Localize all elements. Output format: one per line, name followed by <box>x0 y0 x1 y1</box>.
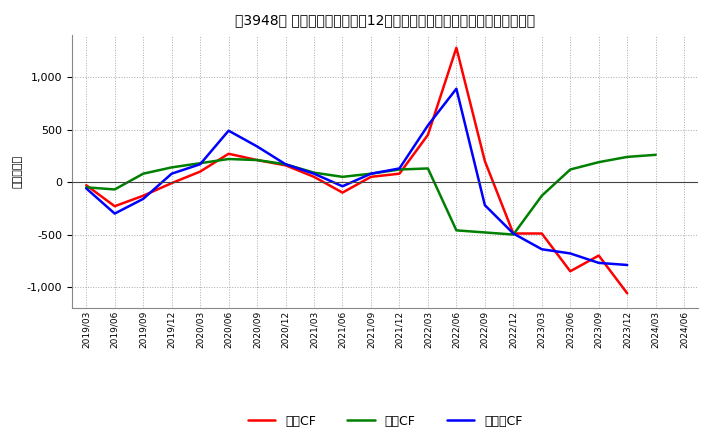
フリーCF <box>595 260 603 265</box>
フリーCF <box>110 211 119 216</box>
営業CF <box>395 171 404 176</box>
営業CF <box>110 204 119 209</box>
フリーCF <box>82 186 91 191</box>
Line: 投資CF: 投資CF <box>86 155 656 235</box>
投資CF <box>623 154 631 160</box>
フリーCF <box>623 262 631 268</box>
投資CF <box>509 232 518 237</box>
営業CF <box>225 151 233 156</box>
投資CF <box>253 158 261 163</box>
Title: ［3948］ キャッシュフローの12か月移動合計の対前年同期増減額の推移: ［3948］ キャッシュフローの12か月移動合計の対前年同期増減額の推移 <box>235 13 535 27</box>
Line: フリーCF: フリーCF <box>86 89 627 265</box>
営業CF <box>253 158 261 163</box>
営業CF <box>566 269 575 274</box>
営業CF <box>282 163 290 168</box>
投資CF <box>282 161 290 167</box>
フリーCF <box>566 251 575 256</box>
営業CF <box>595 253 603 258</box>
Line: 営業CF: 営業CF <box>86 48 627 293</box>
営業CF <box>366 174 375 180</box>
投資CF <box>225 156 233 161</box>
フリーCF <box>310 171 318 176</box>
フリーCF <box>282 161 290 167</box>
営業CF <box>310 174 318 180</box>
フリーCF <box>196 161 204 167</box>
フリーCF <box>509 231 518 236</box>
投資CF <box>139 171 148 176</box>
Y-axis label: （百万円）: （百万円） <box>13 155 22 188</box>
投資CF <box>566 167 575 172</box>
投資CF <box>423 166 432 171</box>
投資CF <box>595 160 603 165</box>
フリーCF <box>366 171 375 176</box>
営業CF <box>82 183 91 188</box>
フリーCF <box>167 171 176 176</box>
投資CF <box>82 185 91 190</box>
投資CF <box>366 171 375 176</box>
投資CF <box>310 170 318 175</box>
フリーCF <box>253 144 261 149</box>
営業CF <box>537 231 546 236</box>
投資CF <box>537 193 546 198</box>
フリーCF <box>338 183 347 189</box>
営業CF <box>196 169 204 174</box>
フリーCF <box>480 202 489 208</box>
フリーCF <box>423 123 432 128</box>
フリーCF <box>395 166 404 171</box>
営業CF <box>509 231 518 236</box>
投資CF <box>652 152 660 158</box>
投資CF <box>452 228 461 233</box>
営業CF <box>139 193 148 198</box>
Legend: 営業CF, 投資CF, フリーCF: 営業CF, 投資CF, フリーCF <box>243 410 528 433</box>
営業CF <box>423 132 432 138</box>
フリーCF <box>537 246 546 252</box>
投資CF <box>167 165 176 170</box>
フリーCF <box>139 196 148 202</box>
営業CF <box>167 180 176 186</box>
フリーCF <box>452 86 461 92</box>
営業CF <box>452 45 461 51</box>
投資CF <box>196 161 204 166</box>
投資CF <box>395 167 404 172</box>
投資CF <box>480 230 489 235</box>
投資CF <box>110 187 119 192</box>
フリーCF <box>225 128 233 133</box>
営業CF <box>338 190 347 195</box>
投資CF <box>338 174 347 180</box>
営業CF <box>480 158 489 164</box>
営業CF <box>623 291 631 296</box>
